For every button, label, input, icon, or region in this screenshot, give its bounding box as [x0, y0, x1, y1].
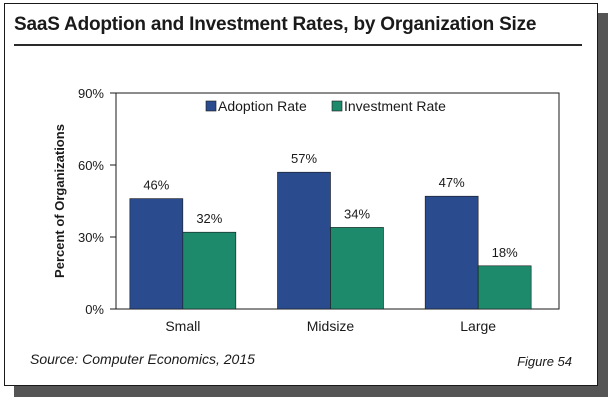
legend-label: Adoption Rate [218, 98, 307, 114]
bar-adoption-rate [277, 171, 331, 310]
x-tick-label: Large [460, 318, 496, 334]
x-tick-label: Midsize [307, 318, 355, 334]
data-label: 46% [143, 178, 169, 193]
bar-investment-rate [477, 265, 532, 310]
source-note: Source: Computer Economics, 2015 [30, 351, 255, 367]
y-tick-label: 60% [78, 158, 104, 173]
legend-swatch [331, 100, 343, 112]
chart-title: SaaS Adoption and Investment Rates, by O… [14, 14, 537, 35]
data-label: 18% [492, 245, 518, 260]
bar-investment-rate [330, 227, 384, 310]
x-tick-label: Small [165, 318, 200, 334]
y-tick-label: 90% [78, 86, 104, 101]
data-label: 34% [344, 206, 370, 221]
legend-swatch [205, 100, 217, 112]
figure-label: Figure 54 [517, 354, 572, 369]
bar-adoption-rate [129, 198, 184, 310]
y-tick-label: 0% [85, 302, 104, 317]
data-label: 47% [439, 175, 465, 190]
y-tick-label: 30% [78, 230, 104, 245]
bar-adoption-rate [424, 195, 479, 310]
legend-label: Investment Rate [344, 98, 446, 114]
y-axis-label: Percent of Organizations [52, 124, 67, 278]
title-divider [14, 44, 582, 46]
data-label: 32% [196, 211, 222, 226]
bar-investment-rate [182, 231, 237, 310]
data-label: 57% [291, 151, 317, 166]
